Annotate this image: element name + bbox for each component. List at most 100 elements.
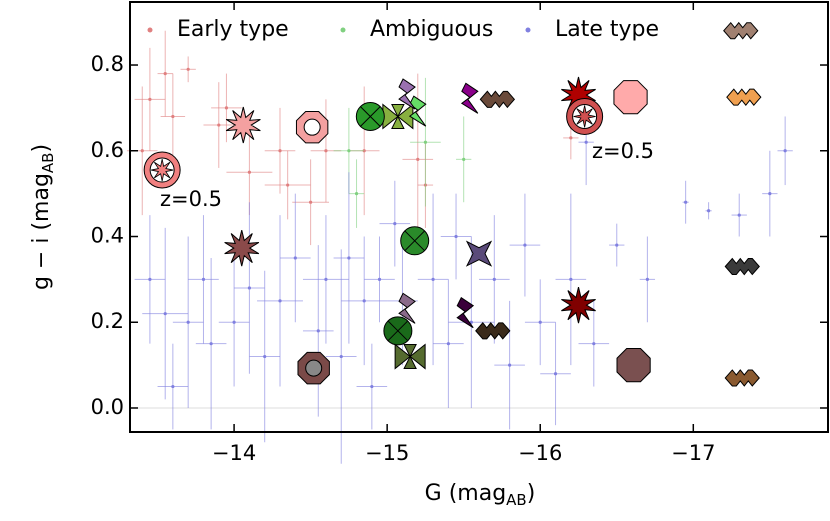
point [707,209,711,213]
highlight-marker [616,348,651,383]
marker-shape [724,369,760,387]
marker-shape [616,348,651,383]
point [416,157,420,161]
x-tick-label: −15 [365,441,409,465]
highlight-marker [724,257,760,276]
point [469,320,473,324]
point [462,157,466,161]
point [645,277,649,281]
point [163,71,167,76]
point [171,114,175,119]
x-axis-label: G (magAB) [425,481,536,509]
point [569,136,573,140]
x-tick-label: −17 [671,441,715,465]
marker-shape [465,240,493,267]
highlight-marker [382,103,414,130]
point [523,243,527,247]
point [209,342,213,346]
marker-shape [398,292,416,324]
marker-shape [225,106,261,144]
marker-star [151,158,174,182]
marker-cross [359,106,381,127]
y-tick-label: 0.6 [91,138,124,162]
point [309,200,313,204]
plot-frame [129,1,829,433]
point [492,277,496,281]
point [278,149,282,153]
point [454,234,458,239]
highlight-marker [383,316,413,346]
point [163,312,167,316]
point [347,256,351,260]
point [377,277,382,281]
marker-shape [394,343,411,370]
point [446,342,450,346]
marker-cross [387,320,409,342]
y-tick-label: 0.2 [91,309,124,333]
annotation: z=0.5 [160,187,222,211]
point [431,277,435,281]
y-label-main: g − i (mag [29,173,54,290]
y-tick-label: 0.4 [91,224,124,248]
point [324,149,328,153]
point [232,320,236,324]
highlight-marker [456,296,475,329]
point [423,140,428,144]
point [186,67,190,71]
point [362,299,366,303]
highlight-marker [297,351,330,385]
x-label-close: ) [527,481,536,506]
highlight-marker [355,101,385,131]
point [148,277,152,281]
point [339,354,343,359]
x-tick-label: −14 [212,441,256,465]
highlight-marker [465,240,493,267]
highlight-marker [398,292,416,324]
highlight-marker [724,369,760,387]
highlight-marker [726,88,762,106]
highlight-marker [479,90,516,109]
highlight-marker [723,21,759,40]
point [783,149,787,153]
highlight-marker [613,80,648,115]
y-axis-label: g − i (magAB) [29,144,57,290]
legend-marker [525,27,531,33]
marker-shape [613,80,648,115]
marker-shape [224,229,260,267]
points [126,30,793,464]
point [569,277,573,281]
marker-shape [723,21,759,40]
marker-shape [726,88,762,106]
highlight-marker [295,110,329,144]
highlight-marker [143,151,181,189]
point [247,170,251,174]
point [592,342,596,346]
highlight-marker [400,226,430,256]
marker-shape [456,296,475,329]
marker-shape [460,82,479,114]
point [247,286,251,290]
point [347,149,351,153]
point [370,384,374,389]
highlight-marker [394,343,426,370]
y-label-close: ) [29,144,54,153]
marker-star [573,105,596,128]
marker-hole [305,359,323,377]
legend-label: Ambiguous [370,17,493,42]
highlight-marker [460,82,479,114]
point [393,222,397,226]
y-label-sub: AB [39,153,57,174]
highlight-marker [398,78,416,110]
marker-shape [561,286,596,324]
annotation: z=0.5 [592,139,654,163]
highlight-marker [561,286,596,324]
marker-shape [475,322,511,340]
point [553,372,558,376]
y-tick-label: 0.0 [91,395,124,419]
point [538,320,542,324]
highlight-marker [475,322,511,340]
x-label-sub: AB [506,491,527,509]
highlight-marker [224,229,260,267]
point [140,149,144,153]
